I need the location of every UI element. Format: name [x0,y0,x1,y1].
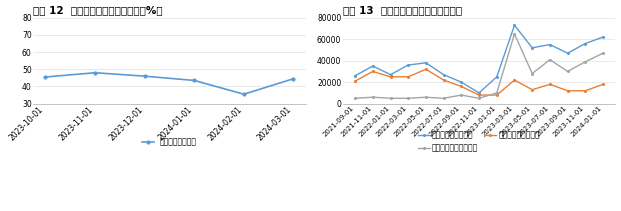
Text: 图表 13  碳酸锂月度库存（单位：吨）: 图表 13 碳酸锂月度库存（单位：吨） [343,5,462,16]
Legend: 碳酸锂月度开工率: 碳酸锂月度开工率 [139,135,200,150]
Legend: 碳酸锂月度行业库存, 碳酸锂月度冶炼厂库存, 碳酸锂月度下游库存: 碳酸锂月度行业库存, 碳酸锂月度冶炼厂库存, 碳酸锂月度下游库存 [415,128,543,156]
Text: 图表 12  碳酸锂月度开工率（单位：%）: 图表 12 碳酸锂月度开工率（单位：%） [33,5,163,16]
